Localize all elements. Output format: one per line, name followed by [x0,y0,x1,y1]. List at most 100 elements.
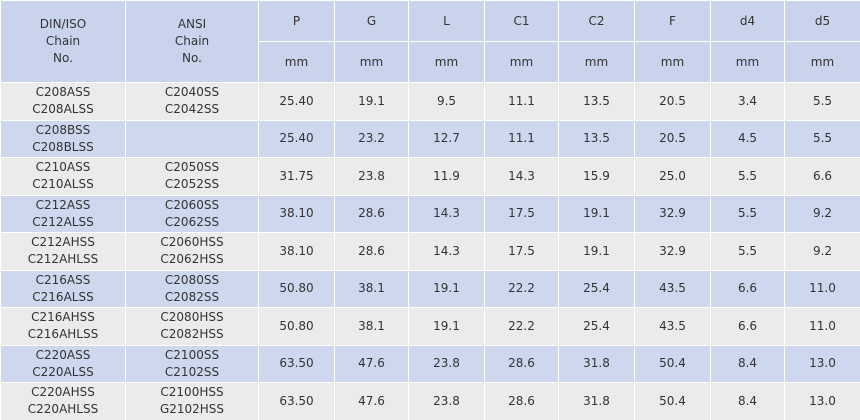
cell-line: C2042SS [164,102,220,117]
unit-cell: mm [258,41,335,83]
din-cell: C208ASS C208ALSS [0,82,126,121]
value-cell: 28.6 [484,344,559,383]
value-cell: 5.5 [710,194,785,233]
cell-line: C208ASS [35,85,91,100]
cell-line: C210ALSS [32,177,94,192]
value-cell: 6.6 [710,307,785,346]
value-cell: 9.2 [784,194,860,233]
unit-cell: mm [484,41,559,83]
ansi-cell: C2100SS C2102SS [125,344,259,383]
unit-cell: mm [710,41,785,83]
cell-line: C2040SS [164,85,220,100]
value-cell: 28.6 [334,194,409,233]
cell-line: C2100SS [164,347,220,362]
cell-line: Chain [174,34,210,48]
cell-line: C216ALSS [32,289,94,304]
din-cell: C216AHSS C216AHLSS [0,307,126,346]
header-cell: L [408,0,485,42]
cell-line: C2050SS [164,160,220,175]
table-row: C216AHSS C216AHLSS C2080HSS C2082HSS 50.80 38… [0,307,860,346]
value-cell: 43.5 [634,307,711,346]
ansi-cell: C2100HSS G2102HSS [125,382,259,420]
value-cell: 43.5 [634,269,711,308]
value-cell: 19.1 [558,194,635,233]
cell-line: C2102SS [164,364,220,379]
cell-line: C212ASS [35,197,91,212]
header-cell: P [258,0,335,42]
din-cell: C212ASS C212ALSS [0,194,126,233]
value-cell: 11.0 [784,307,860,346]
value-cell: 15.9 [558,157,635,196]
table-row: C216ASS C216ALSS C2080SS C2082SS 50.80 38.1 19… [0,269,860,308]
cell-line: C216AHLSS [27,327,99,342]
value-cell: 25.40 [258,119,335,158]
table-row: C212ASS C212ALSS C2060SS C2062SS 38.10 28.6 14… [0,194,860,233]
value-cell: 3.4 [710,82,785,121]
value-cell: 23.2 [334,119,409,158]
cell-line: C220ASS [35,347,91,362]
value-cell: 38.10 [258,232,335,271]
value-cell: 9.2 [784,232,860,271]
table-body: C208ASS C208ALSS C2040SS C2042SS 25.40 19.1 9.… [0,82,860,420]
value-cell: 23.8 [334,157,409,196]
din-cell: C212AHSS C212AHLSS [0,232,126,271]
value-cell: 19.1 [558,232,635,271]
cell-line: C2080SS [164,272,220,287]
cell-line: C220ALSS [32,364,94,379]
value-cell: 22.2 [484,307,559,346]
table-row: C220AHSS C220AHLSS C2100HSS G2102HSS 63.50 47… [0,382,860,420]
header-cell: C1 [484,0,559,42]
header-cell: G [334,0,409,42]
cell-line: C208ALSS [32,102,94,117]
value-cell: 14.3 [408,194,485,233]
cell-line: ANSI [177,17,207,31]
value-cell: 5.5 [710,157,785,196]
value-cell: 38.10 [258,194,335,233]
cell-line: C212AHSS [31,235,95,250]
ansi-cell: C2040SS C2042SS [125,82,259,121]
value-cell: 25.4 [558,307,635,346]
unit-cell: mm [558,41,635,83]
value-cell: 11.0 [784,269,860,308]
ansi-cell [125,119,259,158]
cell-line: Chain [45,34,81,48]
cell-line: C216AHSS [31,310,95,325]
value-cell: 47.6 [334,344,409,383]
din-cell: C208BSS C208BLSS [0,119,126,158]
value-cell: 25.0 [634,157,711,196]
cell-line: No. [182,51,202,65]
cell-line: C2062HSS [160,252,224,267]
value-cell: 6.6 [710,269,785,308]
value-cell: 47.6 [334,382,409,420]
value-cell: 5.5 [710,232,785,271]
table-row: C208ASS C208ALSS C2040SS C2042SS 25.40 19.1 9.… [0,82,860,121]
table-row: C220ASS C220ALSS C2100SS C2102SS 63.50 47.6 23… [0,344,860,383]
cell-line: C220AHSS [31,385,95,400]
ansi-cell: C2080SS C2082SS [125,269,259,308]
value-cell: 14.3 [408,232,485,271]
value-cell: 13.0 [784,382,860,420]
value-cell: 31.8 [558,344,635,383]
value-cell: 31.75 [258,157,335,196]
value-cell: 32.9 [634,194,711,233]
ansi-cell: C2080HSS C2082HSS [125,307,259,346]
value-cell: 50.4 [634,344,711,383]
cell-line: No. [53,51,73,65]
header-cell: d4 [710,0,785,42]
din-cell: C220ASS C220ALSS [0,344,126,383]
header-cell: F [634,0,711,42]
value-cell: 31.8 [558,382,635,420]
value-cell: 20.5 [634,82,711,121]
value-cell: 38.1 [334,307,409,346]
cell-line: C2060SS [164,197,220,212]
value-cell: 9.5 [408,82,485,121]
value-cell: 25.40 [258,82,335,121]
value-cell: 11.1 [484,82,559,121]
value-cell: 19.1 [408,307,485,346]
header-cell: C2 [558,0,635,42]
cell-line: DIN/ISO [39,17,87,31]
value-cell: 11.9 [408,157,485,196]
ansi-cell: C2050SS C2052SS [125,157,259,196]
